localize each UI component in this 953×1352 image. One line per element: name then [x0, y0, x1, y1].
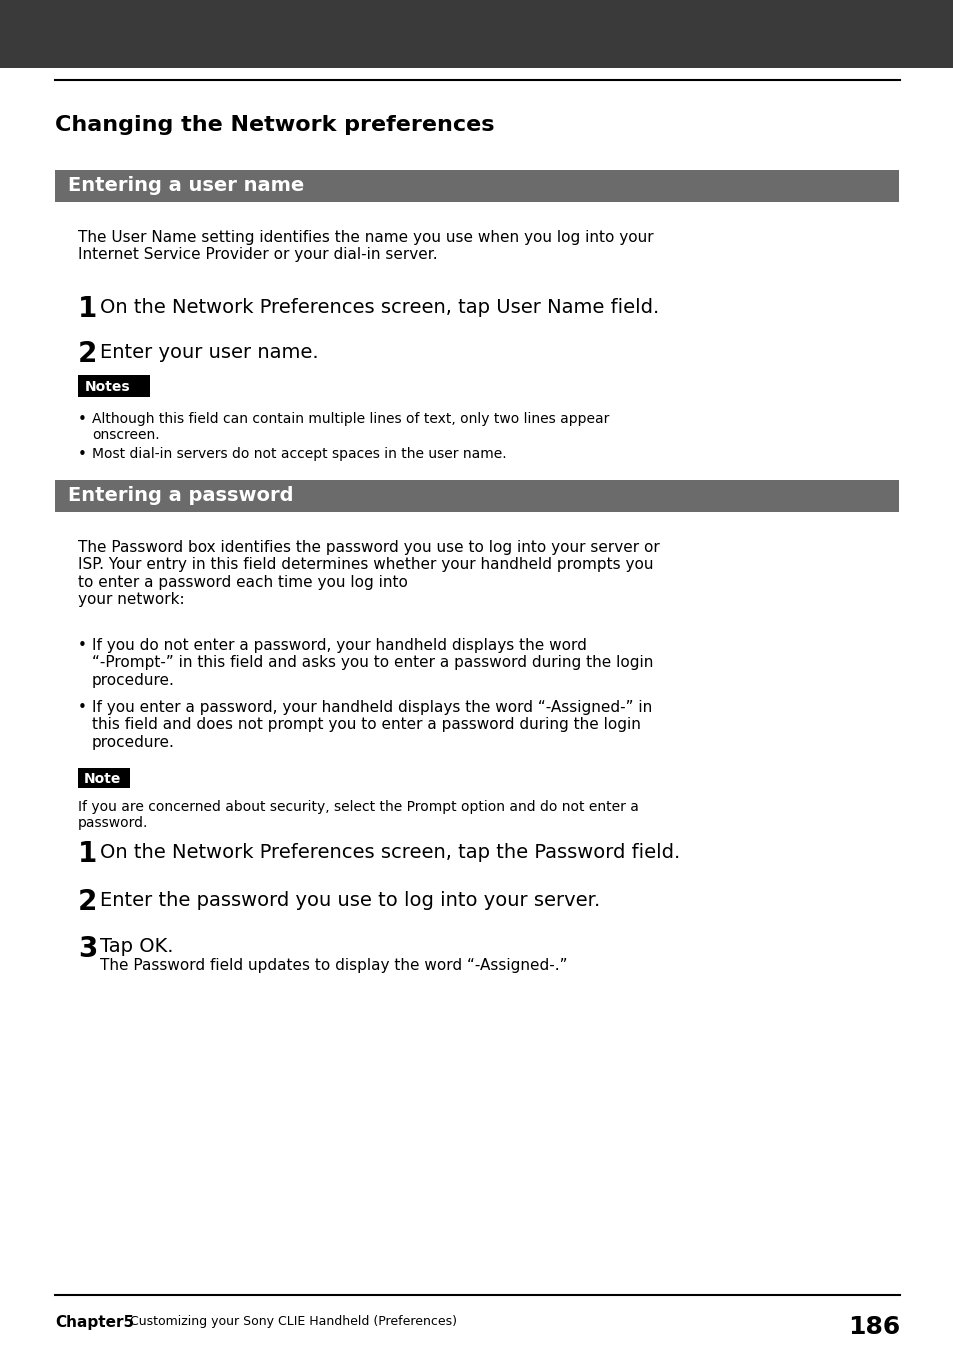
FancyBboxPatch shape [0, 0, 953, 68]
Text: 186: 186 [847, 1315, 899, 1338]
Text: Notes: Notes [85, 380, 131, 393]
FancyBboxPatch shape [55, 170, 898, 201]
FancyBboxPatch shape [78, 768, 130, 788]
Text: Most dial-in servers do not accept spaces in the user name.: Most dial-in servers do not accept space… [91, 448, 506, 461]
Text: If you are concerned about security, select the Prompt option and do not enter a: If you are concerned about security, sel… [78, 800, 639, 830]
Text: 3: 3 [78, 936, 97, 963]
Text: The User Name setting identifies the name you use when you log into your
Interne: The User Name setting identifies the nam… [78, 230, 653, 262]
Text: The Password box identifies the password you use to log into your server or
ISP.: The Password box identifies the password… [78, 539, 659, 607]
Text: Enter your user name.: Enter your user name. [100, 343, 318, 362]
Text: Note: Note [84, 772, 121, 786]
Text: Chapter5: Chapter5 [55, 1315, 134, 1330]
Text: 1: 1 [78, 840, 97, 868]
FancyBboxPatch shape [55, 480, 898, 512]
Text: •: • [78, 448, 87, 462]
Text: On the Network Preferences screen, tap the Password field.: On the Network Preferences screen, tap t… [100, 844, 679, 863]
Text: •: • [78, 412, 87, 427]
Text: Entering a password: Entering a password [68, 485, 294, 506]
FancyBboxPatch shape [78, 375, 150, 397]
Text: Enter the password you use to log into your server.: Enter the password you use to log into y… [100, 891, 599, 910]
Text: Customizing your Sony CLIE Handheld (Preferences): Customizing your Sony CLIE Handheld (Pre… [130, 1315, 456, 1328]
Text: Entering a user name: Entering a user name [68, 176, 304, 195]
Text: 1: 1 [78, 295, 97, 323]
Text: Changing the Network preferences: Changing the Network preferences [55, 115, 494, 135]
Text: Although this field can contain multiple lines of text, only two lines appear
on: Although this field can contain multiple… [91, 412, 609, 442]
Text: Tap OK.: Tap OK. [100, 937, 173, 956]
Text: •: • [78, 638, 87, 653]
Text: 2: 2 [78, 339, 97, 368]
Text: The Password field updates to display the word “-Assigned-.”: The Password field updates to display th… [100, 959, 567, 973]
Text: •: • [78, 700, 87, 715]
Text: If you enter a password, your handheld displays the word “-Assigned-” in
this fi: If you enter a password, your handheld d… [91, 700, 652, 750]
Text: 2: 2 [78, 888, 97, 917]
Text: If you do not enter a password, your handheld displays the word
“-Prompt-” in th: If you do not enter a password, your han… [91, 638, 653, 688]
Text: On the Network Preferences screen, tap User Name field.: On the Network Preferences screen, tap U… [100, 297, 659, 316]
